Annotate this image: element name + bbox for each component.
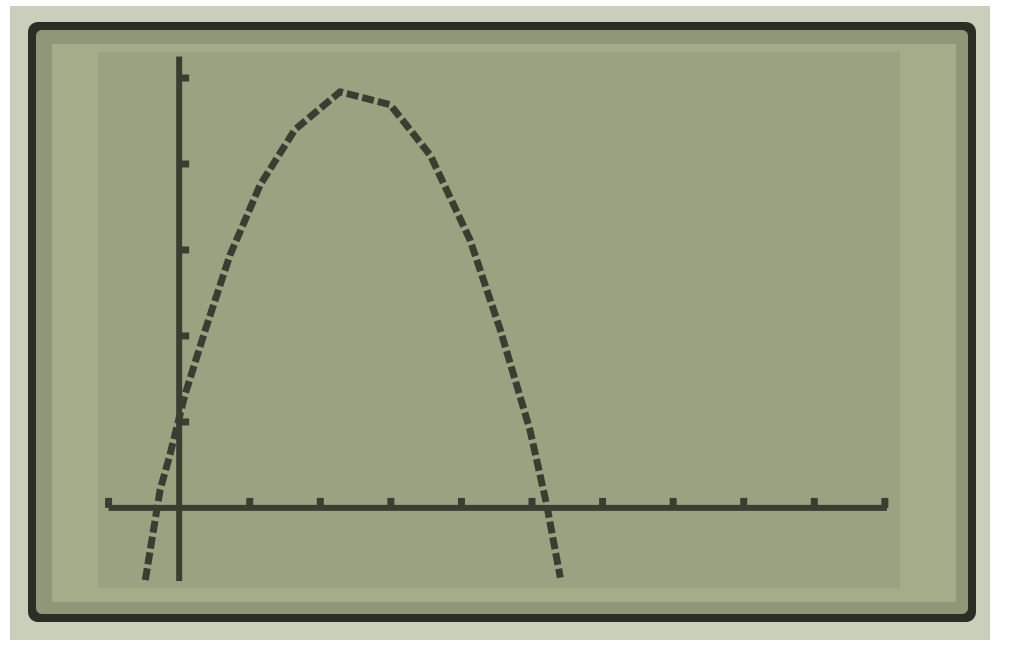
- x-tick: [881, 498, 888, 508]
- x-tick: [387, 498, 394, 508]
- x-tick: [811, 498, 818, 508]
- y-tick: [179, 246, 189, 253]
- x-tick: [458, 498, 465, 508]
- y-tick: [179, 332, 189, 339]
- y-tick: [179, 160, 189, 167]
- x-tick: [529, 498, 536, 508]
- x-tick: [599, 498, 606, 508]
- x-tick: [740, 498, 747, 508]
- x-tick: [670, 498, 677, 508]
- page: (() => { const data = JSON.parse(documen…: [0, 0, 1012, 646]
- x-tick: [246, 498, 253, 508]
- x-tick: [105, 498, 112, 508]
- calculator-screen: [0, 0, 1012, 646]
- y-tick: [179, 74, 189, 81]
- x-tick: [317, 498, 324, 508]
